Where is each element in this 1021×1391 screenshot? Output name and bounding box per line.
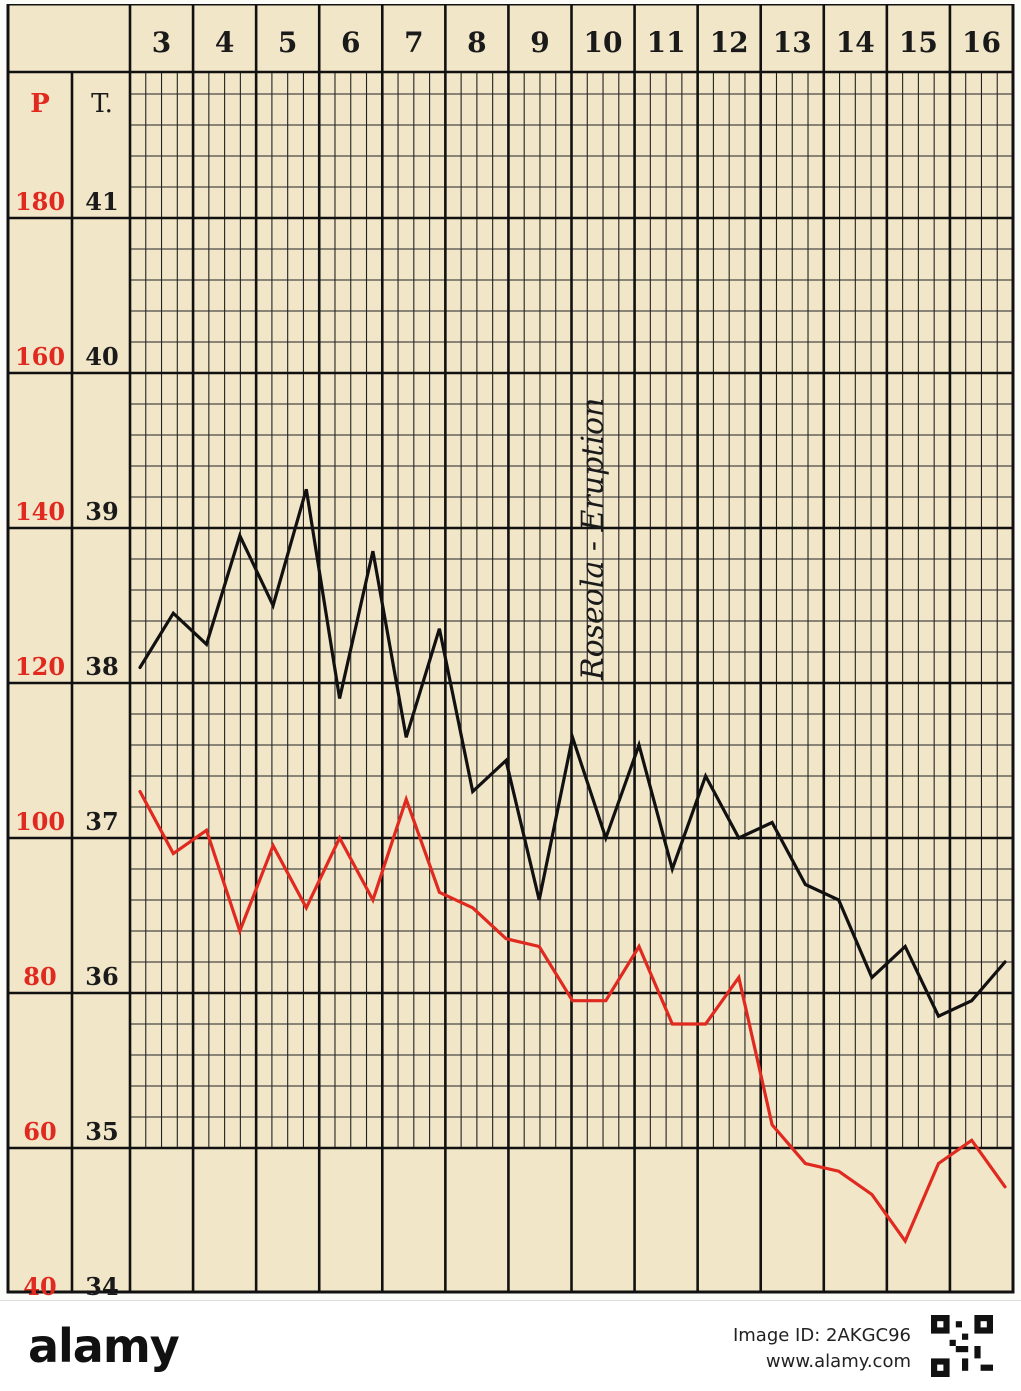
pulse-tick-label: 180 xyxy=(15,187,65,216)
day-label: 15 xyxy=(899,26,938,59)
temp-tick-label: 39 xyxy=(85,497,118,526)
top-margin xyxy=(0,0,1021,4)
temperature-series-line xyxy=(138,488,1007,1019)
alamy-logo: alamy xyxy=(28,1319,180,1373)
temp-tick-label: 40 xyxy=(85,342,118,371)
day-label: 5 xyxy=(278,26,297,59)
roseola-eruption-annotation: Roseola - Eruption xyxy=(575,398,610,681)
qr-code-icon xyxy=(931,1315,993,1377)
temp-tick-label: 38 xyxy=(85,652,118,681)
pulse-tick-label: 60 xyxy=(23,1117,56,1146)
pulse-tick-label: 120 xyxy=(15,652,65,681)
pulse-series-line xyxy=(138,789,1007,1245)
day-label: 6 xyxy=(341,26,360,59)
pulse-tick-label: 160 xyxy=(15,342,65,371)
stock-url-text: www.alamy.com xyxy=(765,1351,911,1372)
fever-chart: 3 4 5 6 7 8 9 10 11 12 13 14 15 16 P T. 41 180 40 160 39 140 3… xyxy=(0,0,1021,1300)
temp-tick-label: 36 xyxy=(85,962,118,991)
day-label: 7 xyxy=(404,26,423,59)
day-label: 16 xyxy=(962,26,1001,59)
chart-svg: 3 4 5 6 7 8 9 10 11 12 13 14 15 16P T.4118040160391403… xyxy=(0,0,1021,1300)
day-label: 3 xyxy=(152,26,171,59)
temp-tick-label: 37 xyxy=(85,807,118,836)
temp-axis-header: T. xyxy=(91,89,113,119)
temp-tick-label: 35 xyxy=(85,1117,118,1146)
day-label: 10 xyxy=(584,26,623,59)
watermark-bar: alamy Image ID: 2AKGC96 www.alamy.com xyxy=(0,1300,1021,1391)
temp-tick-label: 34 xyxy=(85,1272,118,1300)
pulse-tick-label: 40 xyxy=(23,1272,56,1300)
chart-paper xyxy=(6,2,1015,1294)
day-label: 11 xyxy=(647,26,686,59)
pulse-tick-label: 80 xyxy=(23,962,56,991)
image-id-text: Image ID: 2AKGC96 xyxy=(732,1325,911,1346)
pulse-tick-label: 100 xyxy=(15,807,65,836)
day-label: 14 xyxy=(836,26,875,59)
pulse-axis-header: P xyxy=(30,89,50,119)
pulse-tick-label: 140 xyxy=(15,497,65,526)
day-label: 13 xyxy=(773,26,812,59)
day-label: 8 xyxy=(467,26,486,59)
day-label: 9 xyxy=(530,26,549,59)
day-label: 4 xyxy=(215,26,234,59)
day-label: 12 xyxy=(710,26,749,59)
temp-tick-label: 41 xyxy=(85,187,118,216)
